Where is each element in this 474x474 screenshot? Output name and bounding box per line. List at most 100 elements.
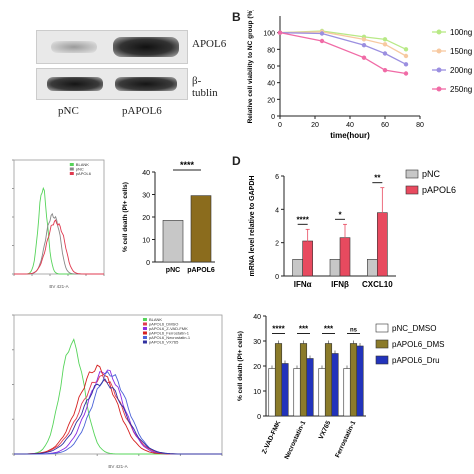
- legend-label: pNC: [76, 167, 84, 172]
- x-tick-label: Necrostatin-1: [283, 420, 307, 461]
- plot-frame: [13, 314, 223, 455]
- x-tick-label: Ferrostatin-1: [334, 420, 357, 459]
- bar-pNC_DMSO: [343, 368, 351, 417]
- band-label-tubulin: β-tublin: [192, 75, 218, 99]
- data-point: [277, 30, 283, 35]
- x-tick-label: Z-VAD-FMK: [261, 420, 283, 456]
- significance-label: ****: [272, 325, 285, 334]
- y-tick-label: 10: [142, 238, 150, 245]
- legend-swatch: [375, 339, 389, 349]
- legend-marker: [436, 86, 442, 92]
- x-tick-label: CXCL10: [362, 280, 393, 289]
- legend-swatch: [69, 163, 74, 166]
- data-point: [319, 38, 325, 44]
- y-tick-label: 30: [253, 339, 261, 346]
- panel-letter-b: B: [232, 10, 241, 24]
- y-tick-label: 60: [267, 64, 275, 71]
- legend-swatch: [405, 169, 419, 179]
- legend-label: pAPOL6_Dru: [392, 356, 440, 365]
- legend-swatch: [142, 322, 147, 326]
- significance-label: ***: [324, 325, 334, 334]
- y-tick-label: 0: [146, 260, 150, 267]
- legend-swatch: [69, 172, 74, 175]
- bar-pNC: [162, 220, 184, 263]
- legend-label: pNC: [422, 169, 441, 179]
- bar-pAPOL6: [190, 195, 212, 263]
- data-point: [403, 47, 409, 52]
- y-tick-label: 6: [275, 174, 279, 181]
- lane-label-pnc: pNC: [58, 105, 79, 117]
- data-point: [382, 42, 388, 47]
- x-tick-label: 40: [346, 122, 354, 129]
- x-tick-label: 60: [381, 122, 389, 129]
- histogram-curve: [14, 378, 222, 455]
- legend-label: pAPOL6_DMSO: [149, 322, 178, 327]
- y-tick-label: 10: [253, 389, 261, 396]
- line-chart-panel-b: 0 20 40 60 80 100 0 20 40 60 80 time(hour) Relative …: [247, 10, 472, 140]
- y-tick-label: 0: [257, 414, 261, 421]
- bar-pAPOL6_DMS: [299, 343, 308, 417]
- series-line-200ng: [279, 32, 407, 65]
- legend-label: 100ng: [450, 28, 472, 37]
- x-tick-label: 80: [416, 122, 424, 129]
- y-axis-label: Relative cell viability to NC group (%): [247, 10, 254, 123]
- legend-marker: [436, 67, 442, 73]
- bar-pAPOL6_Dru: [356, 345, 364, 417]
- y-tick-label: 40: [253, 314, 261, 321]
- legend-label: BLANK: [149, 317, 162, 322]
- bar-pAPOL6_DMS: [274, 343, 283, 417]
- band-pnc-tubulin: [47, 77, 103, 91]
- histogram-curve: [14, 338, 222, 455]
- x-tick-label: pAPOL6: [187, 267, 215, 274]
- significance-label: ns: [350, 328, 358, 334]
- data-point: [403, 71, 409, 76]
- band-pnc-apol6: [51, 41, 97, 53]
- bar-pAPOL6_Dru: [306, 358, 314, 417]
- significance-label: ****: [180, 160, 195, 170]
- legend-swatch: [142, 327, 147, 330]
- y-axis-label: mRNA level relative to GAPDH: [249, 176, 256, 277]
- bar-chart-panel-e: 0 10 20 30 40 % cell death (PI+ cells) **** Z-V…: [237, 314, 444, 461]
- data-point: [382, 37, 388, 42]
- legend-label: 250ng: [450, 85, 472, 94]
- bar-pAPOL6_DMS: [349, 343, 358, 417]
- x-axis-label: BV 421-A: [49, 284, 68, 289]
- bar-pNC: [329, 259, 341, 277]
- legend-swatch: [69, 167, 74, 171]
- legend-label: pAPOL6: [76, 171, 92, 176]
- y-tick-label: 2: [275, 241, 279, 248]
- legend-marker: [436, 48, 442, 54]
- significance-label: ****: [296, 215, 309, 224]
- y-tick-label: 4: [275, 207, 279, 214]
- blot-strip-tubulin: [36, 68, 188, 100]
- legend-label: pAPOL6_DMS: [392, 340, 444, 349]
- x-tick-label: 20: [311, 122, 319, 129]
- data-point: [382, 51, 388, 56]
- y-tick-label: 80: [267, 47, 275, 54]
- lane-label-papol6: pAPOL6: [122, 105, 162, 117]
- y-tick-label: 40: [267, 81, 275, 88]
- y-tick-label: 20: [142, 215, 150, 222]
- blot-strip-apol6: [36, 30, 188, 64]
- x-axis-label: time(hour): [330, 131, 370, 140]
- y-tick-label: 0: [271, 114, 275, 121]
- y-axis-label: % cell death (PI+ cells): [122, 182, 129, 252]
- bar-chart-panel-d: 0 2 4 6 mRNA level relative to GAPDH **** IFNα…: [249, 169, 456, 289]
- bar-pAPOL6_DMS: [324, 343, 333, 417]
- data-point: [319, 31, 325, 36]
- bar-pAPOL6_Dru: [331, 353, 339, 417]
- data-point: [403, 53, 409, 59]
- legend-swatch: [375, 323, 389, 333]
- bar-pAPOL6_Dru: [281, 363, 289, 417]
- histogram-curve: [14, 370, 222, 455]
- data-point: [361, 55, 367, 60]
- legend-label: 150ng: [450, 47, 472, 56]
- x-tick-label: 0: [278, 122, 282, 129]
- legend-swatch: [142, 331, 147, 335]
- legend-swatch: [375, 355, 389, 365]
- legend-swatch: [405, 185, 419, 195]
- y-tick-label: 20: [267, 97, 275, 104]
- band-papol6-apol6: [113, 37, 179, 57]
- flow-histogram-2: BV 421-A BLANKpAPOL6_DMSOpAPOL6_Z-VAD-FMK…: [12, 314, 223, 469]
- legend-swatch: [142, 340, 147, 344]
